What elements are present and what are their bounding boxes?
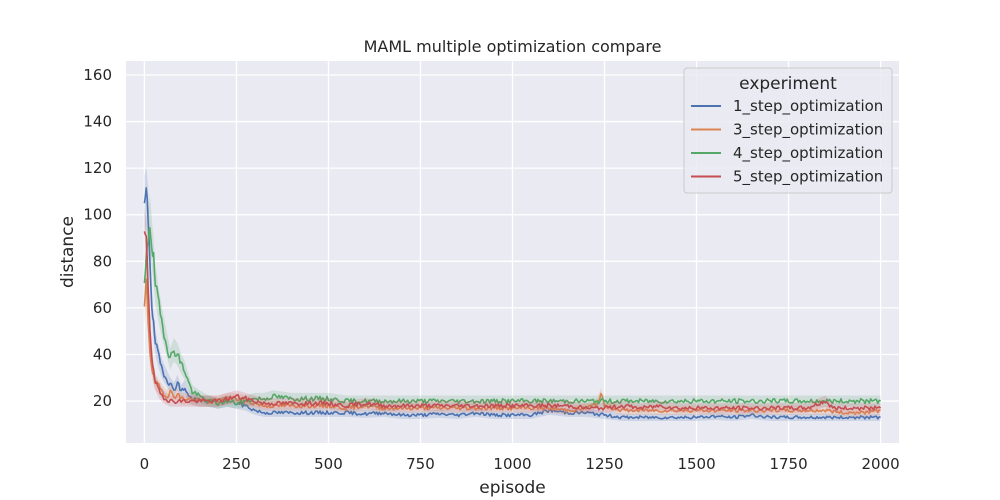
series-line	[143, 187, 881, 420]
x-axis-ticks: 0 250 500 750 1000 1250 1500 1750 2000	[140, 455, 900, 473]
x-tick-label: 1500	[677, 455, 715, 473]
x-tick-label: 1250	[585, 455, 623, 473]
x-tick-label: 1750	[769, 455, 807, 473]
legend-items: 1_step_optimization 3_step_optimization 4_…	[691, 97, 883, 187]
x-axis-label: episode	[479, 478, 545, 498]
legend-box	[683, 67, 893, 194]
legend-label: 1_step_optimization	[733, 97, 883, 116]
legend: experiment 1_step_optimization 3_step_opt…	[683, 67, 893, 194]
y-axis-ticks: 20 40 60 80 100 120 140 160	[83, 66, 112, 410]
series-lines	[143, 165, 882, 421]
legend-title: experiment	[739, 74, 837, 94]
series-line	[143, 231, 882, 411]
series-line	[143, 227, 881, 406]
x-tick-label: 2000	[862, 455, 900, 473]
y-tick-label: 60	[93, 299, 112, 317]
x-tick-label: 500	[314, 455, 343, 473]
y-tick-label: 120	[83, 159, 112, 177]
y-tick-label: 40	[93, 345, 112, 363]
y-axis-label: distance	[58, 216, 78, 288]
x-tick-label: 0	[140, 455, 150, 473]
legend-label: 5_step_optimization	[733, 168, 883, 187]
series-line	[143, 278, 881, 416]
y-tick-label: 80	[93, 252, 112, 270]
legend-label: 3_step_optimization	[733, 121, 883, 140]
x-tick-label: 750	[406, 455, 435, 473]
y-tick-label: 140	[83, 113, 112, 131]
x-tick-label: 1000	[493, 455, 531, 473]
legend-label: 4_step_optimization	[733, 144, 883, 163]
y-tick-label: 20	[93, 392, 112, 410]
y-tick-label: 100	[83, 206, 112, 224]
chart-title: MAML multiple optimization compare	[364, 37, 662, 56]
y-tick-label: 160	[83, 66, 112, 84]
x-tick-label: 250	[222, 455, 251, 473]
